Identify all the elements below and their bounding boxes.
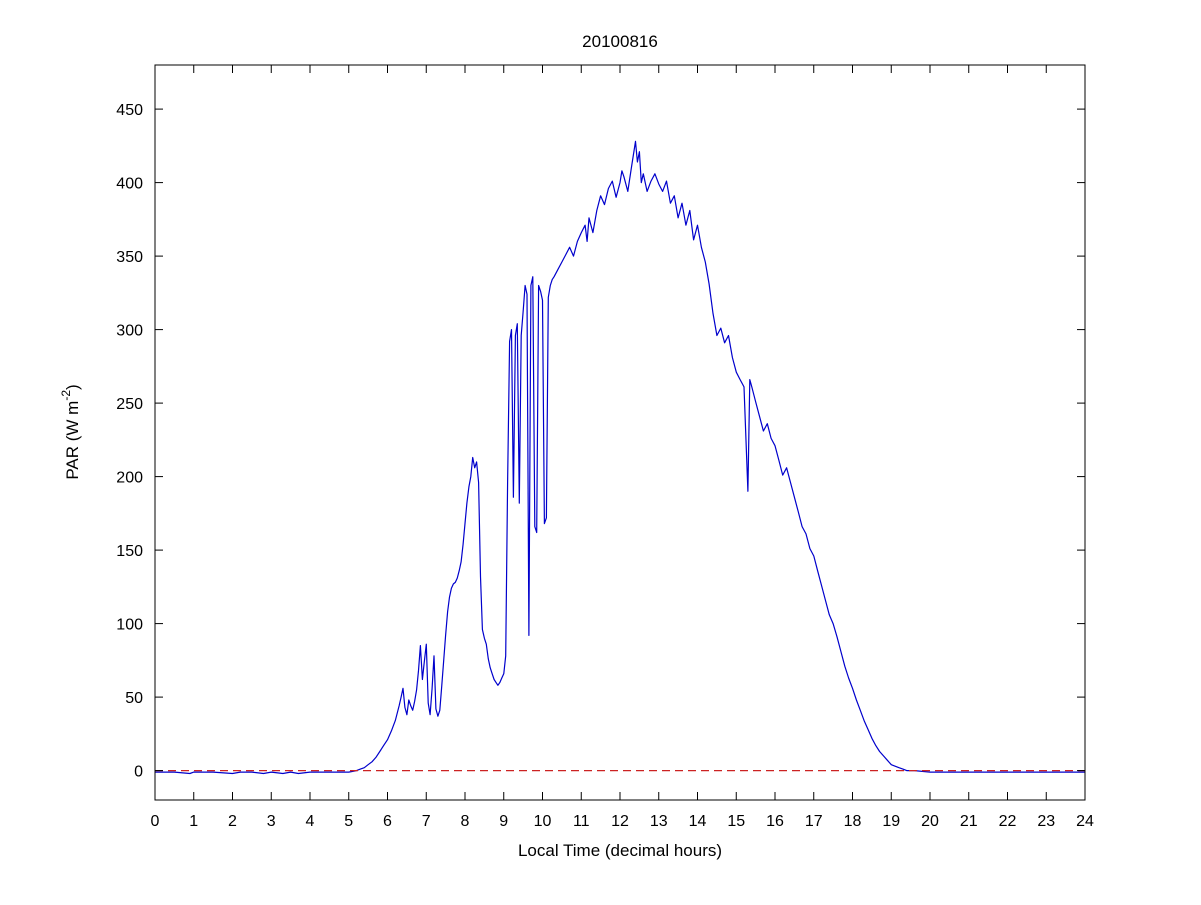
x-tick-label: 21: [960, 813, 978, 830]
x-tick-label: 15: [727, 813, 745, 830]
x-tick-label: 9: [499, 813, 508, 830]
y-tick-label: 200: [116, 470, 143, 487]
chart-title: 20100816: [582, 32, 658, 51]
x-tick-label: 19: [882, 813, 900, 830]
x-tick-label: 0: [151, 813, 160, 830]
y-tick-label: 350: [116, 249, 143, 266]
x-tick-label: 4: [306, 813, 315, 830]
y-tick-label: 0: [134, 764, 143, 781]
y-tick-label: 450: [116, 102, 143, 119]
axes-group: 0 1 2 3 4 5 6 7 8 9 10 11 12 13 14 15 16 17 18 19 20 21 22 23 24…: [116, 64, 1094, 830]
x-tick-label: 14: [689, 813, 707, 830]
x-tick-label: 12: [611, 813, 629, 830]
x-tick-label: 11: [573, 813, 590, 830]
y-axis-label-sup: -2: [59, 390, 73, 401]
x-tick-label: 16: [766, 813, 784, 830]
x-tick-label: 1: [189, 813, 198, 830]
par-line: [155, 140, 1085, 775]
y-tick-label: 100: [116, 617, 143, 634]
y-tick-label: 250: [116, 396, 143, 413]
x-tick-label: 23: [1037, 813, 1055, 830]
y-tick-label: 300: [116, 323, 143, 340]
y-tick-label: 50: [125, 690, 143, 707]
x-tick-label: 18: [844, 813, 862, 830]
x-tick-label: 22: [999, 813, 1017, 830]
x-tick-label: 3: [267, 813, 276, 830]
y-tick-label: 400: [116, 176, 143, 193]
x-tick-label: 24: [1076, 813, 1094, 830]
x-tick-label: 13: [650, 813, 668, 830]
x-tick-label: 17: [805, 813, 823, 830]
x-tick-label: 6: [383, 813, 392, 830]
x-axis-label: Local Time (decimal hours): [518, 841, 722, 860]
y-tick-label: 150: [116, 543, 143, 560]
x-tick-label: 8: [461, 813, 470, 830]
x-tick-label: 20: [921, 813, 939, 830]
x-tick-label: 5: [344, 813, 353, 830]
y-axis-label: PAR (W m-2): [59, 384, 82, 479]
x-tick-label: 7: [422, 813, 431, 830]
y-axis-label-end: ): [63, 384, 82, 390]
y-axis-label-base: PAR (W m: [63, 401, 82, 480]
x-tick-label: 10: [534, 813, 552, 830]
x-tick-label: 2: [228, 813, 237, 830]
series-group: [155, 140, 1085, 775]
axes-box: [154, 64, 1086, 801]
